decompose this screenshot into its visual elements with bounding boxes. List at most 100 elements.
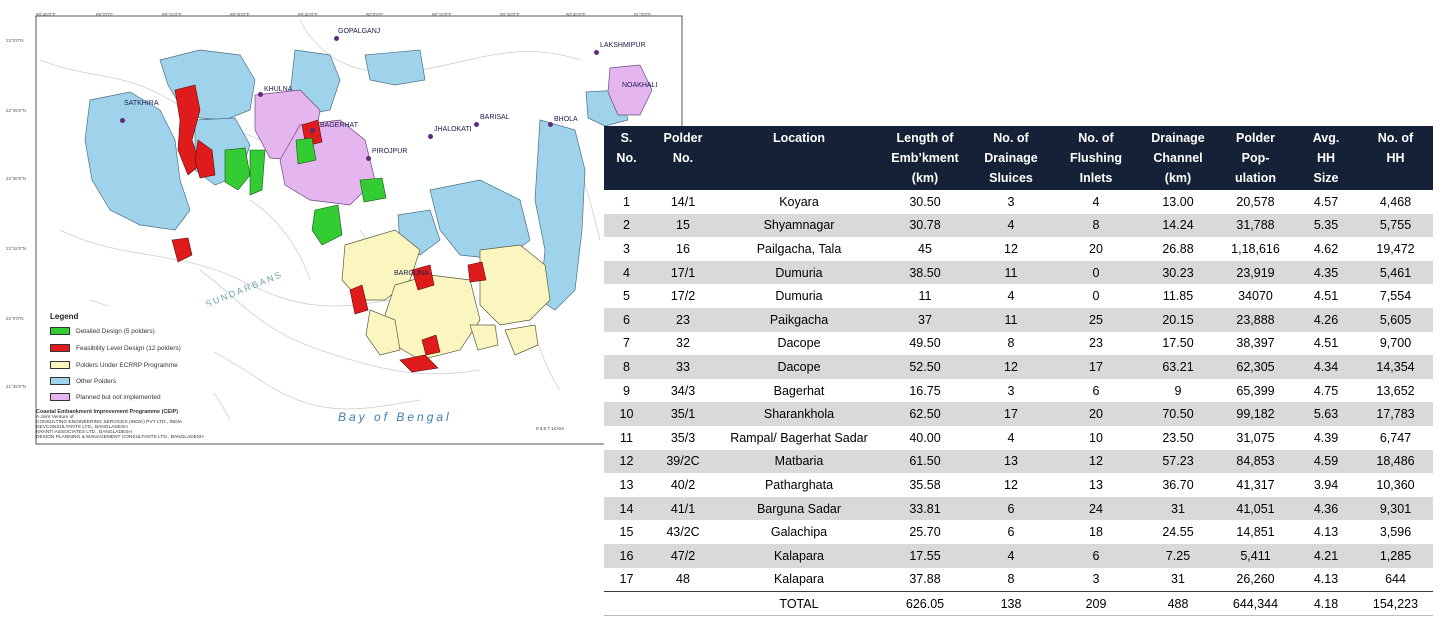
district-marker bbox=[594, 50, 599, 55]
district-marker bbox=[310, 128, 315, 133]
table-cell: 33.81 bbox=[881, 496, 969, 521]
table-cell: 11 bbox=[881, 284, 969, 308]
table-row: 12 39/2C Matbaria 61.50 13 12 57.23 84,853 4.59 1… bbox=[604, 449, 1433, 474]
table-cell: 4.35 bbox=[1294, 260, 1358, 285]
table-cell: Dacope bbox=[717, 331, 881, 356]
longitude-tick: 91°0'0"E bbox=[634, 12, 652, 17]
table-cell: 4 bbox=[604, 260, 649, 285]
table-row: 1 14/1 Koyara 30.50 3 4 13.00 20,578 4.57 4,468 bbox=[604, 190, 1433, 214]
table-cell: 45 bbox=[881, 237, 969, 261]
legend-item: Polders Under ECRRP Programme bbox=[50, 360, 178, 370]
table-cell: 17.55 bbox=[881, 543, 969, 568]
table-header-row: S. No. Polder No. Location Length of Emb’kment… bbox=[604, 126, 1433, 190]
table-cell: 9 bbox=[604, 378, 649, 403]
table-cell: 17/2 bbox=[649, 284, 717, 308]
table-cell: 26,260 bbox=[1217, 567, 1294, 592]
table-cell: 23 bbox=[649, 307, 717, 332]
table-cell: 23.50 bbox=[1139, 425, 1217, 450]
table-cell: 41,051 bbox=[1217, 496, 1294, 521]
legend-swatch bbox=[50, 377, 70, 385]
column-header-line: No. bbox=[672, 151, 694, 165]
table-cell: 4.13 bbox=[1294, 567, 1358, 592]
table-cell: 20 bbox=[1053, 237, 1139, 261]
table-cell: 644 bbox=[1358, 567, 1433, 592]
latitude-tick: 22°30'0"N bbox=[6, 176, 27, 181]
table-cell: 17 bbox=[969, 402, 1053, 426]
table-cell: 16 bbox=[604, 543, 649, 568]
table-cell: 41/1 bbox=[649, 496, 717, 521]
table-cell: 12 bbox=[1053, 449, 1139, 474]
table-cell: 25.70 bbox=[881, 520, 969, 544]
table-cell: 49.50 bbox=[881, 331, 969, 356]
table-cell: 4.26 bbox=[1294, 307, 1358, 332]
longitude-tick: 89°15'0"E bbox=[162, 12, 182, 17]
table-cell: 3.94 bbox=[1294, 473, 1358, 497]
table-cell: Pailgacha, Tala bbox=[717, 237, 881, 261]
latitude-tick: 22°0'0"N bbox=[6, 316, 24, 321]
table-cell: 31 bbox=[1139, 496, 1217, 521]
table-cell: 4.39 bbox=[1294, 425, 1358, 450]
table-cell: 33 bbox=[649, 355, 717, 379]
district-label-gopalganj: GOPALGANJ bbox=[338, 28, 381, 35]
table-cell: 5,755 bbox=[1358, 213, 1433, 238]
column-header-line: Drainage bbox=[984, 151, 1038, 165]
table-cell: 7 bbox=[604, 331, 649, 356]
table-cell: 30.23 bbox=[1139, 260, 1217, 285]
table-cell: 10 bbox=[604, 402, 649, 426]
table-cell: 15 bbox=[604, 520, 649, 544]
table-cell: 1 bbox=[604, 190, 649, 214]
longitude-tick: 89°0'0"E bbox=[96, 12, 114, 17]
district-marker bbox=[366, 156, 371, 161]
table-cell: 48 bbox=[649, 567, 717, 592]
total-cell: 4.18 bbox=[1294, 591, 1358, 617]
table-cell: 14,354 bbox=[1358, 355, 1433, 379]
table-cell: 17,783 bbox=[1358, 402, 1433, 426]
legend-label: Detailed Design (5 polders) bbox=[76, 327, 155, 335]
column-header: No. of Drainage Sluices bbox=[969, 126, 1053, 190]
table-cell: 47/2 bbox=[649, 543, 717, 568]
district-marker bbox=[120, 118, 125, 123]
table-row: 3 16 Pailgacha, Tala 45 12 20 26.88 1,18,616 4.6… bbox=[604, 237, 1433, 261]
table-row: 8 33 Dacope 52.50 12 17 63.21 62,305 4.34 14,354 bbox=[604, 355, 1433, 379]
table-cell: Bagerhat bbox=[717, 378, 881, 403]
table-cell: 16 bbox=[649, 237, 717, 261]
table-cell: 5.35 bbox=[1294, 213, 1358, 238]
table-cell: Kalapara bbox=[717, 567, 881, 592]
table-cell: 16.75 bbox=[881, 378, 969, 403]
table-cell: 3 bbox=[604, 237, 649, 261]
table-cell: 84,853 bbox=[1217, 449, 1294, 474]
table-row: 11 35/3 Rampal/ Bagerhat Sadar 40.00 4 10 23.5… bbox=[604, 425, 1433, 450]
table-cell: 8 bbox=[1053, 213, 1139, 238]
column-header: Avg. HH Size bbox=[1294, 126, 1358, 190]
total-cell bbox=[604, 591, 649, 617]
table-cell: 40/2 bbox=[649, 473, 717, 497]
legend-title: Legend bbox=[50, 312, 79, 321]
table-cell: 26.88 bbox=[1139, 237, 1217, 261]
table-cell: 6 bbox=[1053, 378, 1139, 403]
table-cell: 4 bbox=[969, 213, 1053, 238]
table-cell: 37.88 bbox=[881, 567, 969, 592]
table-cell: 0 bbox=[1053, 260, 1139, 285]
column-header-line: No. of bbox=[1377, 131, 1414, 145]
table-cell: 13.00 bbox=[1139, 190, 1217, 214]
legend-label: Polders Under ECRRP Programme bbox=[76, 361, 178, 369]
total-cell: 488 bbox=[1139, 591, 1217, 617]
district-label-noakhali: NOAKHALI bbox=[622, 82, 658, 89]
table-cell: 6 bbox=[969, 496, 1053, 521]
table-cell: 14.24 bbox=[1139, 213, 1217, 238]
table-cell: 17.50 bbox=[1139, 331, 1217, 356]
table-cell: 62,305 bbox=[1217, 355, 1294, 379]
table-cell: 61.50 bbox=[881, 449, 969, 474]
table-cell: 4,468 bbox=[1358, 190, 1433, 214]
column-header-line: Polder bbox=[1236, 131, 1275, 145]
column-header-line: Emb’kment bbox=[891, 151, 959, 165]
map-legend: Legend Detailed Design (5 polders) Feasi… bbox=[44, 306, 214, 406]
table-cell: 43/2C bbox=[649, 520, 717, 544]
table-cell: 11.85 bbox=[1139, 284, 1217, 308]
column-header-line: HH bbox=[1386, 151, 1405, 165]
column-header-line: No. of bbox=[1078, 131, 1114, 145]
table-cell: 13 bbox=[604, 473, 649, 497]
legend-item: Planned but not implemented bbox=[50, 392, 161, 402]
table-cell: 4 bbox=[969, 543, 1053, 568]
column-header-line: Inlets bbox=[1079, 171, 1113, 185]
